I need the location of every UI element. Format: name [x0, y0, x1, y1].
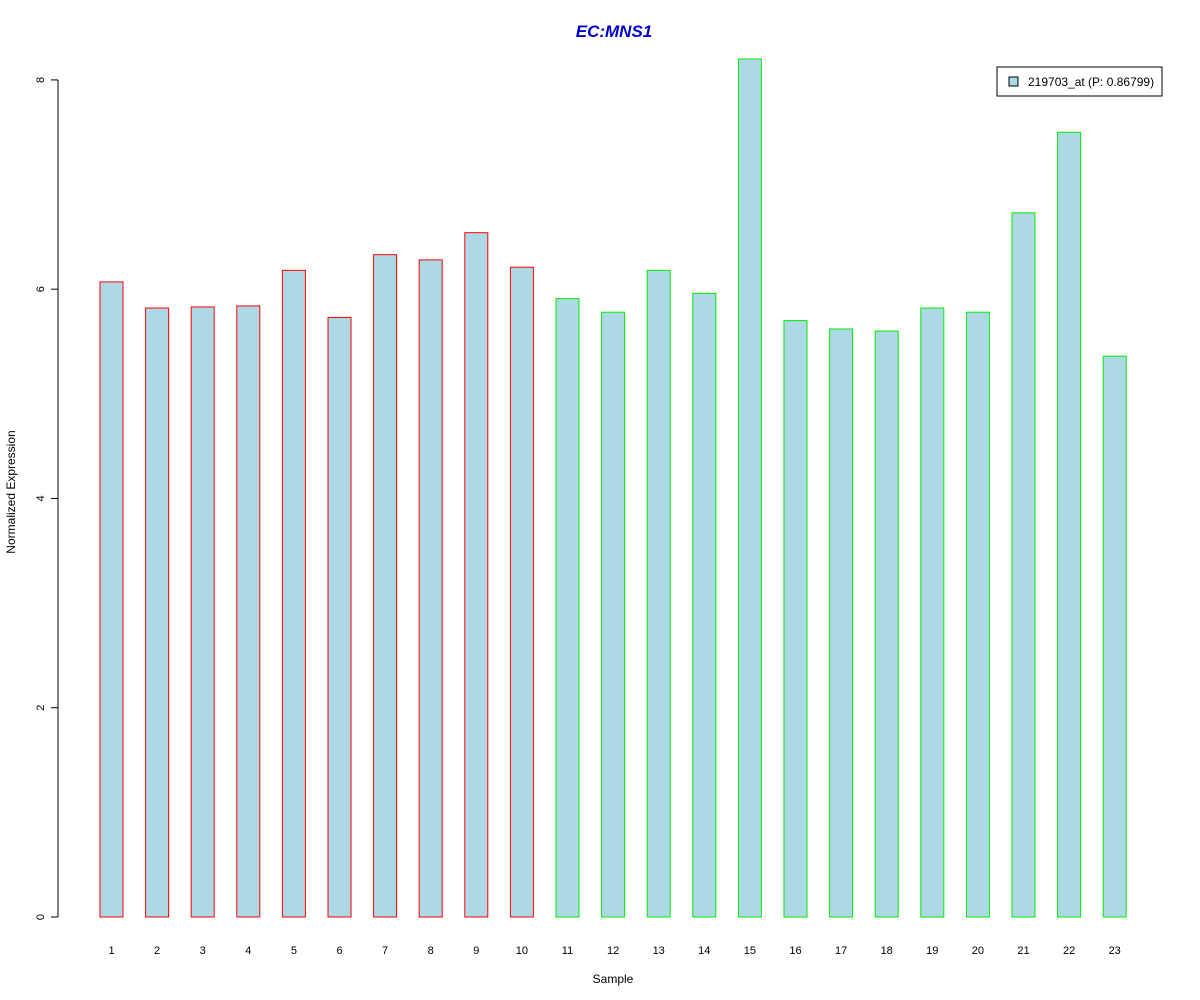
legend-box	[996, 66, 1163, 97]
bar-sample-12	[601, 311, 626, 918]
y-tick-label: 4	[35, 495, 47, 501]
x-tick-label: 9	[473, 945, 479, 957]
y-axis-title: Normalized Expression	[4, 430, 18, 553]
bar-sample-7	[373, 254, 398, 918]
legend-entry: 219703_at (P: 0.86799)	[1028, 75, 1154, 89]
bar-sample-13	[646, 269, 671, 918]
x-tick-label: 20	[972, 945, 984, 957]
bars-group	[99, 58, 1127, 918]
bar-sample-14	[692, 292, 717, 918]
y-tick-label: 8	[35, 77, 47, 83]
bar-sample-1	[99, 281, 124, 918]
x-tick-label: 3	[200, 945, 206, 957]
x-tick-label: 12	[607, 945, 619, 957]
x-tick-label: 5	[291, 945, 297, 957]
x-tick-label: 8	[428, 945, 434, 957]
y-tick-label: 6	[35, 286, 47, 292]
bar-sample-15	[737, 58, 762, 918]
x-tick-label: 15	[744, 945, 756, 957]
x-tick-label: 21	[1017, 945, 1029, 957]
bar-sample-9	[464, 232, 489, 918]
bar-sample-11	[555, 298, 580, 918]
x-tick-label: 4	[245, 945, 251, 957]
x-tick-label: 19	[926, 945, 938, 957]
bar-sample-18	[874, 330, 899, 918]
bar-sample-10	[509, 266, 534, 918]
x-tick-label: 1	[108, 945, 114, 957]
bar-sample-2	[145, 307, 170, 918]
bar-sample-20	[965, 311, 990, 918]
x-tick-label: 13	[653, 945, 665, 957]
x-tick-label: 10	[516, 945, 528, 957]
x-tick-label: 6	[336, 945, 342, 957]
x-tick-label: 16	[789, 945, 801, 957]
x-tick-label: 14	[698, 945, 710, 957]
bar-sample-23	[1102, 355, 1127, 918]
x-axis-title: Sample	[593, 972, 634, 986]
chart-title: EC:MNS1	[576, 22, 653, 41]
bar-sample-4	[236, 305, 261, 918]
legend-swatch	[1008, 76, 1019, 87]
bar-sample-8	[418, 259, 443, 918]
x-tick-label: 2	[154, 945, 160, 957]
x-tick-label: 11	[562, 945, 573, 957]
bar-sample-6	[327, 316, 352, 918]
bar-sample-22	[1057, 131, 1082, 918]
bar-sample-19	[920, 307, 945, 918]
bar-sample-5	[281, 269, 306, 918]
y-axis: 0 2 4 6 8	[35, 77, 59, 920]
y-tick-label: 2	[35, 705, 47, 711]
bar-sample-21	[1011, 212, 1036, 918]
x-tick-labels: 1 2 3 4 5 6 7 8 9 10 11 12 13 14 15 16 17 18 19 20 21 22 23	[108, 945, 1120, 957]
bar-sample-3	[190, 306, 215, 918]
y-tick-label: 0	[35, 914, 47, 920]
x-tick-label: 7	[382, 945, 388, 957]
x-tick-label: 17	[835, 945, 847, 957]
bar-sample-17	[829, 328, 854, 918]
bar-sample-16	[783, 320, 808, 918]
legend: 219703_at (P: 0.86799)	[996, 66, 1163, 97]
x-tick-label: 23	[1109, 945, 1121, 957]
x-tick-label: 18	[881, 945, 893, 957]
x-tick-label: 22	[1063, 945, 1075, 957]
